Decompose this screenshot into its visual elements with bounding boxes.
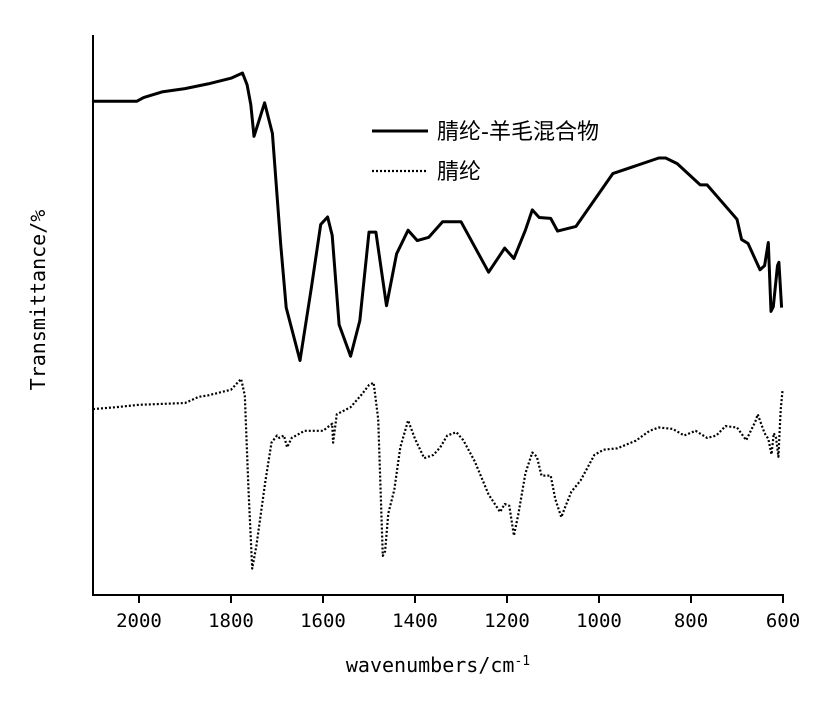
x-axis-title-superscript: -1 — [514, 654, 530, 669]
x-tick-label: 2000 — [116, 610, 162, 632]
series-group — [92, 71, 784, 570]
x-tick-label: 1400 — [392, 610, 438, 632]
x-axis-title: wavenumbers/cm-1 — [346, 653, 530, 677]
x-tick-label: 1000 — [576, 610, 622, 632]
x-axis-title-text: wavenumbers/cm — [346, 653, 515, 677]
x-tick-label: 1600 — [300, 610, 346, 632]
legend-label-acrylic: 腈纶 — [437, 160, 481, 185]
y-axis-title: Transmittance/% — [26, 210, 50, 391]
x-tick-label: 800 — [674, 610, 708, 632]
legend-label-blend: 腈纶-羊毛混合物 — [437, 120, 599, 145]
series-line-acrylic — [92, 377, 784, 570]
x-tick-label: 1800 — [208, 610, 254, 632]
legend: 腈纶-羊毛混合物 腈纶 — [372, 120, 599, 185]
series-line-blend — [93, 71, 784, 362]
x-tick-label: 600 — [766, 610, 800, 632]
x-tick-label: 1200 — [484, 610, 530, 632]
x-ticks: 2000 1800 1600 1400 1200 1000 800 600 — [116, 595, 800, 632]
axes — [92, 35, 784, 596]
